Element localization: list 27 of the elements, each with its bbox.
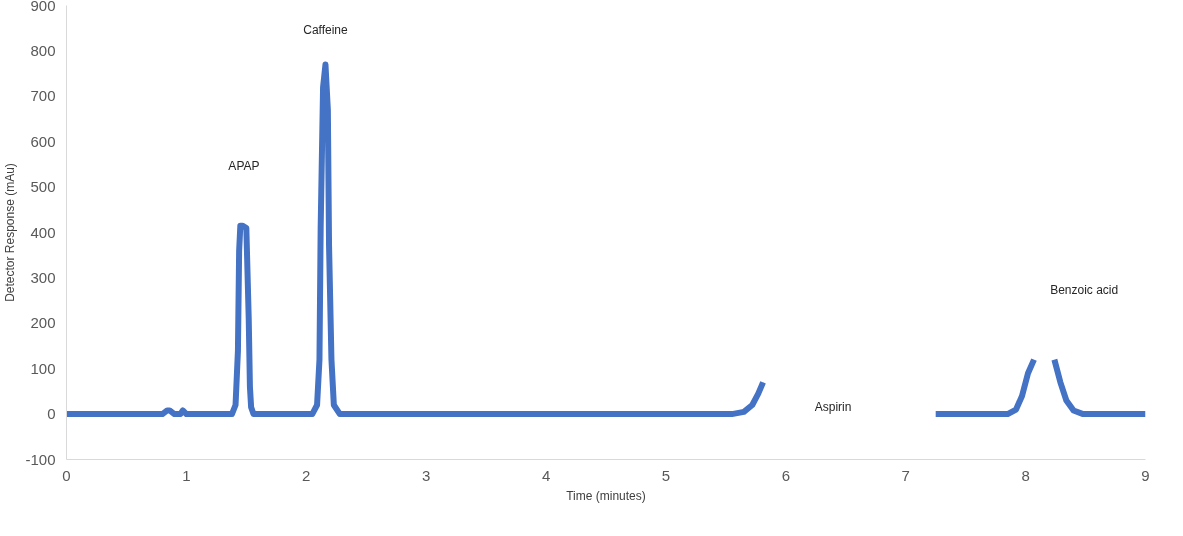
- annotation: Benzoic acid: [1050, 282, 1119, 297]
- x-tick-label: 9: [1141, 466, 1150, 484]
- annotation: APAP: [228, 158, 260, 173]
- annotation: Caffeine: [303, 22, 349, 37]
- y-tick-label: -100: [25, 450, 56, 468]
- x-tick-label: 1: [182, 466, 191, 484]
- x-tick-label: 3: [422, 466, 431, 484]
- y-tick-label: 500: [30, 178, 56, 196]
- y-axis-title: Detector Response (mAu): [3, 163, 18, 302]
- x-tick-label: 4: [541, 466, 551, 484]
- y-tick-label: 600: [30, 132, 56, 150]
- y-tick-label: 0: [47, 405, 56, 423]
- x-tick-label: 2: [302, 466, 311, 484]
- y-tick-label: 400: [30, 223, 56, 241]
- x-tick-label: 7: [901, 466, 910, 484]
- x-tick-label: 6: [781, 466, 791, 484]
- y-tick-label: 800: [30, 41, 56, 59]
- x-tick-label: 8: [1021, 466, 1030, 484]
- annotation: Aspirin: [814, 400, 852, 415]
- x-tick-label: 5: [661, 466, 671, 484]
- y-tick-label: 700: [30, 87, 56, 105]
- y-tick-label: 300: [30, 268, 56, 286]
- x-tick-label: 0: [62, 466, 71, 484]
- y-tick-label: 100: [30, 359, 56, 377]
- y-tick-label: 900: [30, 0, 56, 14]
- y-tick-label: 200: [30, 314, 56, 332]
- x-axis-title: Time (minutes): [566, 488, 646, 503]
